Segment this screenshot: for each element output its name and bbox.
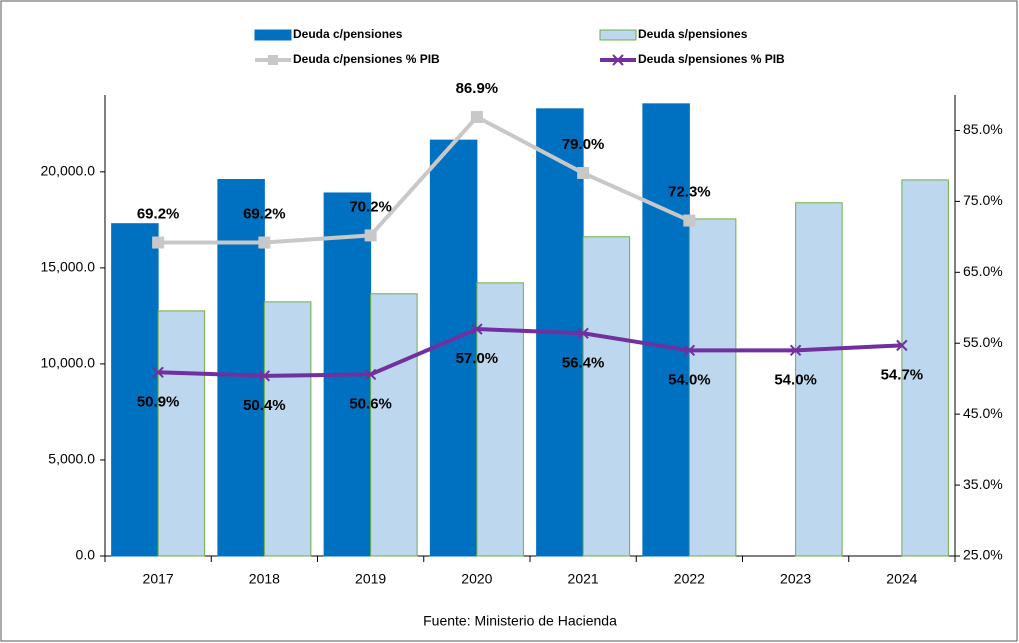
bar bbox=[157, 310, 206, 557]
legend-swatch bbox=[599, 29, 637, 41]
data-label: 54.0% bbox=[668, 371, 711, 388]
marker bbox=[683, 344, 696, 357]
x-tick-label: 2017 bbox=[143, 571, 174, 587]
y2-tick-label: 55.0% bbox=[963, 334, 1003, 350]
bar bbox=[688, 218, 737, 557]
marker bbox=[896, 339, 908, 352]
marker bbox=[471, 323, 483, 335]
y2-tick-label: 85.0% bbox=[963, 121, 1003, 137]
legend-marker bbox=[612, 54, 624, 66]
data-label: 54.7% bbox=[881, 366, 924, 383]
data-label: 50.6% bbox=[349, 395, 392, 412]
legend-label: Deuda c/pensiones % PIB bbox=[293, 52, 440, 66]
marker bbox=[364, 229, 377, 242]
data-label: 69.2% bbox=[137, 205, 180, 222]
bar bbox=[217, 179, 265, 557]
y-tick-label: 0.0 bbox=[76, 547, 96, 563]
bar bbox=[263, 301, 312, 557]
marker bbox=[470, 110, 483, 123]
legend-label: Deuda s/pensiones bbox=[638, 27, 748, 41]
x-tick-label: 2023 bbox=[780, 571, 811, 587]
bar bbox=[111, 223, 159, 557]
marker bbox=[789, 344, 802, 357]
y2-tick-label: 45.0% bbox=[963, 405, 1003, 421]
legend-marker bbox=[268, 55, 278, 65]
data-label: 79.0% bbox=[562, 136, 605, 153]
x-tick-label: 2022 bbox=[674, 571, 705, 587]
bar bbox=[795, 202, 843, 557]
bar bbox=[370, 293, 418, 557]
marker bbox=[683, 214, 696, 227]
line bbox=[158, 327, 902, 378]
data-label: 56.4% bbox=[562, 354, 605, 371]
legend-swatch bbox=[254, 29, 292, 41]
data-label: 50.4% bbox=[243, 397, 286, 414]
bar bbox=[901, 179, 949, 557]
y-tick-label: 5,000.0 bbox=[48, 451, 95, 467]
data-label: 69.2% bbox=[243, 205, 286, 222]
marker bbox=[258, 370, 271, 382]
data-label: 86.9% bbox=[456, 80, 499, 97]
bar bbox=[582, 236, 631, 557]
data-label: 57.0% bbox=[456, 350, 499, 367]
marker bbox=[258, 236, 271, 249]
marker bbox=[152, 366, 164, 379]
x-tick-label: 2021 bbox=[568, 571, 599, 587]
x-tick-label: 2019 bbox=[355, 571, 386, 587]
legend-label: Deuda c/pensiones bbox=[293, 27, 403, 41]
y2-tick-label: 25.0% bbox=[963, 547, 1003, 563]
marker bbox=[152, 236, 165, 249]
data-label: 72.3% bbox=[668, 184, 711, 201]
data-label: 50.9% bbox=[137, 393, 180, 410]
x-tick-label: 2018 bbox=[249, 571, 280, 587]
y-tick-label: 20,000.0 bbox=[41, 163, 96, 179]
y-tick-label: 10,000.0 bbox=[41, 355, 96, 371]
data-label: 54.0% bbox=[774, 371, 817, 388]
line bbox=[158, 114, 691, 245]
source: Fuente: Ministerio de Hacienda bbox=[423, 613, 617, 629]
x-tick-label: 2020 bbox=[461, 571, 492, 587]
y2-tick-label: 75.0% bbox=[963, 192, 1003, 208]
y2-tick-label: 35.0% bbox=[963, 476, 1003, 492]
bar bbox=[642, 103, 690, 557]
marker bbox=[577, 167, 590, 180]
marker bbox=[577, 327, 589, 340]
x-tick-label: 2024 bbox=[886, 571, 917, 587]
y-tick-label: 15,000.0 bbox=[41, 259, 96, 275]
legend-label: Deuda s/pensiones % PIB bbox=[638, 52, 785, 66]
bar bbox=[476, 282, 524, 557]
marker bbox=[364, 368, 377, 381]
data-label: 70.2% bbox=[349, 198, 392, 215]
y2-tick-label: 65.0% bbox=[963, 263, 1003, 279]
